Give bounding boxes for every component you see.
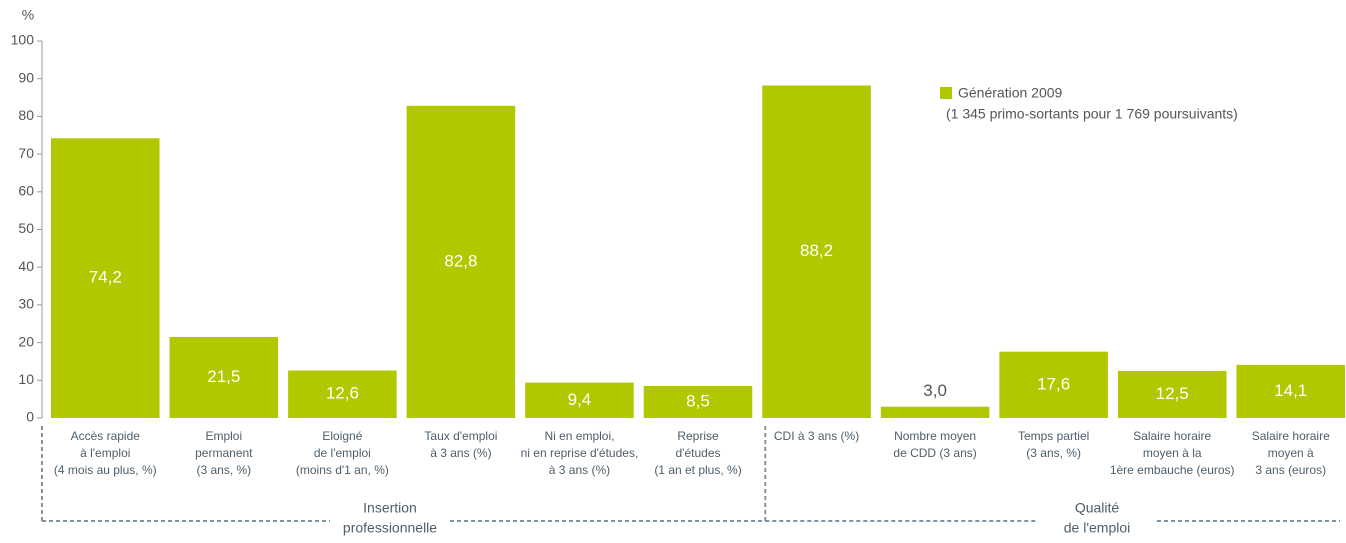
bar	[999, 351, 1108, 418]
value-label: 88,2	[800, 241, 833, 260]
x-tick-label: (moins d'1 an, %)	[296, 463, 389, 477]
bar	[880, 406, 990, 418]
x-tick-label: Salaire horaire	[1133, 429, 1211, 443]
bar	[525, 382, 634, 418]
value-label: 74,2	[89, 268, 122, 287]
x-tick-label: de CDD (3 ans)	[893, 446, 976, 460]
x-tick-label: (4 mois au plus, %)	[54, 463, 157, 477]
y-tick-label: 10	[18, 371, 34, 387]
bar	[406, 105, 516, 419]
x-tick-label: de l'emploi	[314, 446, 371, 460]
x-tick-label: Reprise	[677, 429, 719, 443]
value-label: 14,1	[1274, 381, 1307, 400]
x-tick-label: CDI à 3 ans (%)	[774, 429, 859, 443]
value-label: 82,8	[444, 251, 477, 270]
x-tick-label: Accès rapide	[71, 429, 141, 443]
x-tick-label: Taux d'emploi	[424, 429, 497, 443]
bar	[643, 385, 753, 418]
y-tick-label: 40	[18, 258, 34, 274]
value-label: 17,6	[1037, 374, 1070, 393]
group-label: de l'emploi	[1064, 520, 1131, 536]
y-tick-label: 60	[18, 183, 34, 199]
x-tick-label: 3 ans (euros)	[1255, 463, 1326, 477]
x-tick-label: moyen à la	[1143, 446, 1202, 460]
y-tick-label: 50	[18, 220, 34, 236]
bar	[288, 370, 397, 418]
y-tick-label: 100	[11, 32, 35, 48]
bar	[1117, 370, 1227, 418]
x-tick-label: à 3 ans (%)	[430, 446, 491, 460]
x-tick-label: Salaire horaire	[1252, 429, 1330, 443]
x-tick-label: 1ère embauche (euros)	[1110, 463, 1235, 477]
y-tick-label: 90	[18, 69, 34, 85]
y-tick-label: 20	[18, 333, 34, 349]
y-tick-label: 80	[18, 107, 34, 123]
legend-note: (1 345 primo-sortants pour 1 769 poursui…	[946, 106, 1238, 122]
x-tick-label: à 3 ans (%)	[549, 463, 610, 477]
value-label: 3,0	[923, 381, 947, 400]
x-tick-label: Ni en emploi,	[544, 429, 614, 443]
x-tick-label: Nombre moyen	[894, 429, 976, 443]
value-label: 21,5	[207, 367, 240, 386]
x-tick-label: ni en reprise d'études,	[521, 446, 639, 460]
group-label: professionnelle	[343, 520, 437, 536]
y-axis-label: %	[22, 7, 34, 23]
legend-swatch	[940, 87, 952, 99]
bar	[169, 336, 279, 418]
x-tick-label: (3 ans, %)	[1026, 446, 1081, 460]
x-tick-label: (1 an et plus, %)	[654, 463, 741, 477]
value-label: 9,4	[568, 390, 592, 409]
x-tick-label: d'études	[676, 446, 721, 460]
group-label: Insertion	[363, 500, 417, 516]
value-label: 8,5	[686, 391, 710, 410]
x-tick-label: permanent	[195, 446, 253, 460]
x-tick-label: Temps partiel	[1018, 429, 1089, 443]
x-tick-label: (3 ans, %)	[196, 463, 251, 477]
x-tick-label: moyen à	[1268, 446, 1314, 460]
y-tick-label: 30	[18, 296, 34, 312]
x-tick-label: à l'emploi	[80, 446, 130, 460]
y-tick-label: 0	[26, 409, 34, 425]
group-label: Qualité	[1075, 500, 1120, 516]
value-label: 12,6	[326, 384, 359, 403]
x-tick-label: Emploi	[205, 429, 242, 443]
value-label: 12,5	[1156, 384, 1189, 403]
legend-label: Génération 2009	[958, 85, 1063, 101]
bar	[51, 138, 160, 419]
bar	[1236, 364, 1345, 418]
x-tick-label: Eloigné	[322, 429, 362, 443]
bar	[762, 85, 871, 419]
y-tick-label: 70	[18, 145, 34, 161]
